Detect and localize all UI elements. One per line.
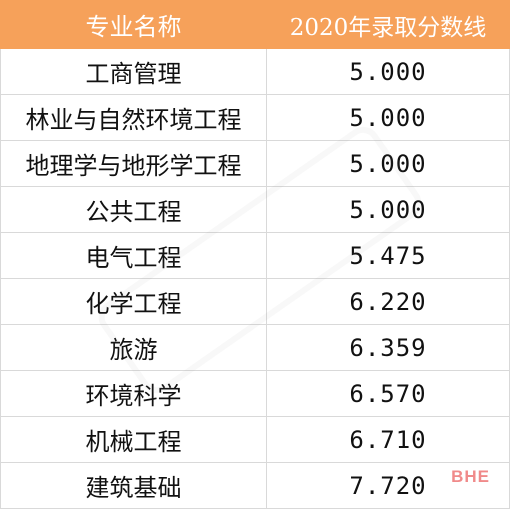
score-cell: 6.710: [266, 416, 510, 463]
table-row: 工商管理 5.000: [0, 48, 510, 95]
major-cell: 地理学与地形学工程: [0, 140, 267, 187]
table-row: 旅游 6.359: [0, 324, 510, 371]
score-cell: 5.000: [266, 94, 510, 141]
major-cell: 旅游: [0, 324, 267, 371]
major-cell: 电气工程: [0, 232, 267, 279]
header-2020-score: 2020年录取分数线: [266, 0, 510, 49]
major-cell: 工商管理: [0, 48, 267, 95]
table-row: 地理学与地形学工程 5.000: [0, 140, 510, 187]
table-row: 建筑基础 7.720: [0, 462, 510, 509]
score-cell: 5.000: [266, 186, 510, 233]
score-cell: 6.359: [266, 324, 510, 371]
score-cell: 6.220: [266, 278, 510, 325]
major-cell: 林业与自然环境工程: [0, 94, 267, 141]
major-cell: 公共工程: [0, 186, 267, 233]
major-cell: 环境科学: [0, 370, 267, 417]
score-cell: 5.000: [266, 48, 510, 95]
score-cell: 5.000: [266, 140, 510, 187]
table-row: 环境科学 6.570: [0, 370, 510, 417]
table-row: 化学工程 6.220: [0, 278, 510, 325]
table-header-row: 专业名称 2020年录取分数线: [0, 0, 510, 49]
table-row: 电气工程 5.475: [0, 232, 510, 279]
major-cell: 机械工程: [0, 416, 267, 463]
score-cell: 7.720: [266, 462, 510, 509]
header-major-name: 专业名称: [0, 0, 267, 49]
table-row: 机械工程 6.710: [0, 416, 510, 463]
score-cell: 6.570: [266, 370, 510, 417]
major-cell: 化学工程: [0, 278, 267, 325]
score-cell: 5.475: [266, 232, 510, 279]
table-row: 林业与自然环境工程 5.000: [0, 94, 510, 141]
bhe-logo: BHE: [451, 467, 490, 486]
table-row: 公共工程 5.000: [0, 186, 510, 233]
major-cell: 建筑基础: [0, 462, 267, 509]
